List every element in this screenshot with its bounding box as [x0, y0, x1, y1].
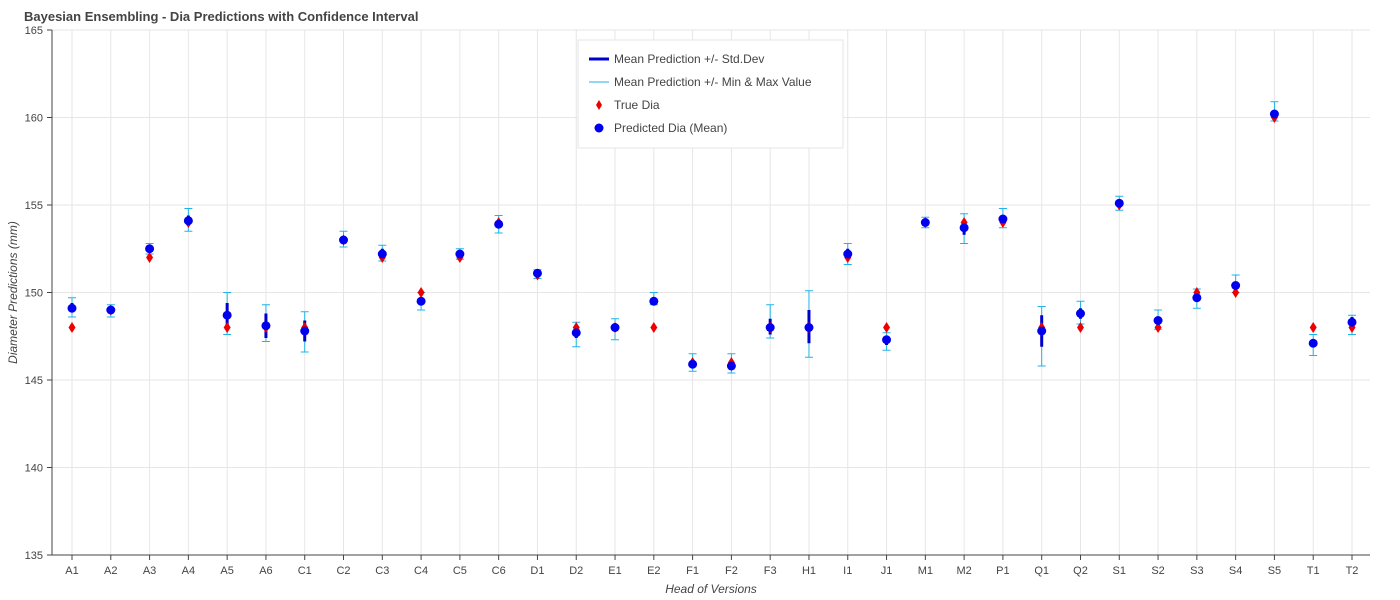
x-tick-label: A3	[143, 565, 156, 577]
x-tick-label: A2	[104, 565, 117, 577]
predicted-dia-point	[649, 296, 659, 306]
x-tick-label: Q2	[1073, 565, 1088, 577]
predicted-dia-point	[145, 244, 155, 254]
x-tick-label: C6	[492, 565, 506, 577]
legend-label: Predicted Dia (Mean)	[614, 121, 727, 135]
predicted-dia-point	[377, 249, 387, 259]
x-tick-label: H1	[802, 565, 816, 577]
true-dia-point	[68, 322, 76, 333]
predicted-dia-point	[1347, 317, 1357, 327]
x-axis-label: Head of Versions	[665, 582, 757, 596]
true-dia-point	[650, 322, 658, 333]
predicted-dia-point	[416, 296, 426, 306]
predicted-dia-point	[300, 326, 310, 336]
x-tick-label: E1	[608, 565, 621, 577]
x-tick-label: A6	[259, 565, 272, 577]
true-dia-point	[1076, 322, 1084, 333]
x-tick-label: C5	[453, 565, 467, 577]
x-tick-label: P1	[996, 565, 1009, 577]
x-tick-label: J1	[881, 565, 893, 577]
x-tick-label: D1	[530, 565, 544, 577]
x-tick-label: S2	[1151, 565, 1164, 577]
x-tick-label: T2	[1346, 565, 1359, 577]
predicted-dia-point	[1075, 309, 1085, 318]
y-tick-label: 150	[25, 288, 43, 300]
legend-label: Mean Prediction +/- Min & Max Value	[614, 75, 812, 89]
true-dia-point	[1154, 322, 1162, 333]
markers	[67, 109, 1357, 371]
x-tick-label: A1	[65, 565, 78, 577]
predicted-dia-point	[1114, 198, 1124, 208]
predicted-dia-point	[261, 321, 271, 331]
y-tick-label: 165	[25, 25, 43, 37]
axes: 135 140 145 150 155 160 165 A1 A2 A3 A4 A5 A6 C1 C2 C3 C…	[25, 25, 1370, 577]
predicted-dia-point	[998, 214, 1008, 224]
predicted-dia-point	[532, 268, 542, 278]
true-dia-point	[223, 322, 231, 333]
predicted-dia-point	[959, 223, 969, 233]
predicted-dia-point	[1192, 293, 1202, 303]
chart-title: Bayesian Ensembling - Dia Predictions wi…	[24, 9, 419, 24]
y-axis-label: Diameter Predictions (mm)	[6, 221, 20, 364]
true-dia-point	[883, 322, 891, 333]
predicted-dia-point	[571, 328, 581, 338]
x-tick-label: S4	[1229, 565, 1242, 577]
y-tick-label: 160	[25, 113, 43, 125]
legend-label: Mean Prediction +/- Std.Dev	[614, 52, 764, 66]
x-tick-label: S1	[1113, 565, 1126, 577]
x-tick-label: F2	[725, 565, 738, 577]
predicted-dia-point	[494, 219, 504, 229]
predicted-dia-point	[688, 359, 698, 369]
x-tick-label: M2	[956, 565, 971, 577]
x-tick-label: S5	[1268, 565, 1281, 577]
x-tick-label: E2	[647, 565, 660, 577]
x-tick-label: I1	[843, 565, 852, 577]
predicted-dia-point	[1231, 281, 1241, 290]
legend-pred-swatch	[594, 123, 604, 133]
x-tick-label: D2	[569, 565, 583, 577]
true-dia-point	[1232, 287, 1240, 298]
y-tick-label: 135	[25, 550, 43, 562]
legend-label: True Dia	[614, 98, 660, 112]
true-dia-point	[146, 252, 154, 263]
predicted-dia-point	[882, 335, 892, 345]
x-tick-label: C1	[298, 565, 312, 577]
x-tick-label: M1	[918, 565, 933, 577]
x-tick-label: T1	[1307, 565, 1320, 577]
true-dia-point	[417, 287, 425, 298]
x-tick-label: C2	[336, 565, 350, 577]
predicted-dia-point	[339, 235, 349, 245]
x-tick-label: Q1	[1034, 565, 1049, 577]
predicted-dia-point	[610, 323, 620, 332]
y-tick-label: 145	[25, 375, 43, 387]
legend-box	[577, 39, 844, 149]
predicted-dia-point	[726, 361, 736, 371]
predicted-dia-point	[222, 310, 232, 320]
y-tick-label: 155	[25, 200, 43, 212]
legend: Mean Prediction +/- Std.Dev Mean Predicti…	[577, 39, 844, 149]
predicted-dia-point	[843, 249, 853, 259]
predicted-dia-point	[67, 303, 77, 313]
x-tick-label: A5	[220, 565, 233, 577]
x-tick-label: C4	[414, 565, 428, 577]
predicted-dia-point	[1037, 326, 1047, 336]
predicted-dia-point	[183, 216, 193, 226]
predicted-dia-point	[1269, 109, 1279, 119]
y-tick-label: 140	[25, 463, 43, 475]
predicted-dia-point	[106, 305, 116, 315]
x-tick-label: C3	[375, 565, 389, 577]
predicted-dia-point	[804, 323, 814, 332]
predicted-dia-point	[455, 249, 465, 259]
legend-true-swatch	[596, 100, 602, 110]
predicted-dia-point	[920, 218, 930, 227]
true-dia-point	[1309, 322, 1317, 333]
predicted-dia-point	[765, 323, 775, 332]
x-tick-label: F3	[764, 565, 777, 577]
predicted-dia-point	[1308, 338, 1318, 348]
predicted-dia-point	[1153, 316, 1163, 325]
x-tick-label: S3	[1190, 565, 1203, 577]
x-tick-label: F1	[686, 565, 699, 577]
x-tick-label: A4	[182, 565, 195, 577]
